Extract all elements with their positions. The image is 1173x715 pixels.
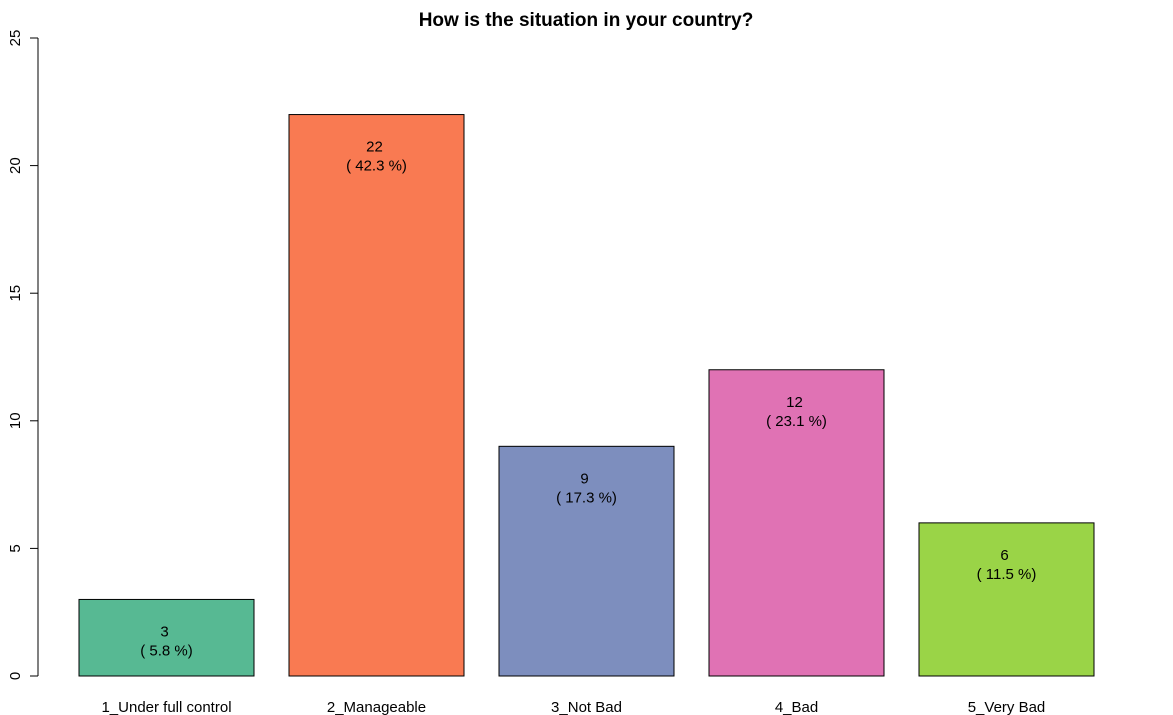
bar — [918, 522, 1095, 677]
y-tick-label: 5 — [7, 544, 24, 552]
y-axis: 0 5 10 15 20 25 — [7, 30, 38, 680]
bar-percent-label: ( 5.8 %) — [140, 642, 193, 659]
x-category-label: 4_Bad — [775, 699, 818, 715]
bar-value-label: 6 — [1000, 547, 1008, 564]
bar-percent-label: ( 11.5 %) — [977, 566, 1037, 583]
x-axis-labels: 1_Under full control 2_Manageable 3_Not Ba… — [101, 699, 1045, 715]
bar-value-label: 12 — [786, 394, 803, 411]
bar — [708, 369, 885, 677]
bar — [288, 114, 465, 677]
x-category-label: 5_Very Bad — [968, 699, 1046, 715]
y-tick-label: 15 — [7, 285, 24, 302]
data-labels-group: 3 ( 5.8 %) 22 ( 42.3 %) 9 ( 17.3 %) 12 ( 23.1 %… — [140, 139, 1036, 660]
y-tick-label: 0 — [7, 672, 24, 680]
y-tick-label: 10 — [7, 412, 24, 429]
chart-title: How is the situation in your country? — [419, 10, 754, 31]
x-category-label: 2_Manageable — [327, 699, 426, 715]
bar-value-label: 9 — [580, 470, 588, 487]
bar-percent-label: ( 42.3 %) — [346, 158, 407, 175]
x-category-label: 1_Under full control — [101, 699, 231, 715]
bar — [498, 445, 675, 677]
y-tick-label: 20 — [7, 157, 24, 174]
bar-value-label: 3 — [160, 623, 168, 640]
bar — [78, 598, 255, 677]
bar-percent-label: ( 23.1 %) — [766, 413, 827, 430]
x-category-label: 3_Not Bad — [551, 699, 622, 715]
bars-group — [78, 114, 1095, 677]
bar-value-label: 22 — [366, 139, 383, 156]
y-tick-label: 25 — [7, 30, 24, 47]
bar-percent-label: ( 17.3 %) — [556, 489, 617, 506]
